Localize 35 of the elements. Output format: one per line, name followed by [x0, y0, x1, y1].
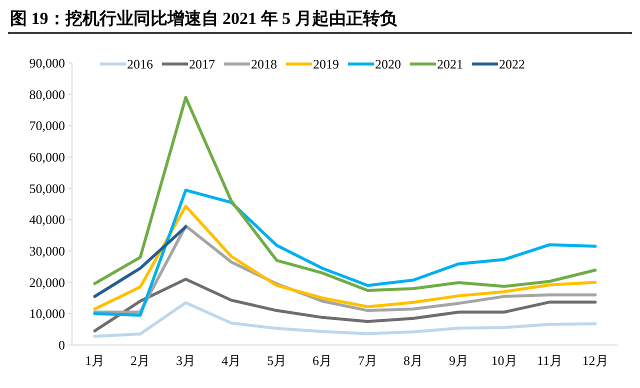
chart-title: 图 19：挖机行业同比增速自 2021 年 5 月起由正转负	[10, 9, 398, 28]
legend-label: 2019	[313, 56, 339, 72]
x-tick-label: 11月	[536, 353, 563, 368]
y-tick-label: 70,000	[29, 118, 65, 134]
line-series	[93, 188, 597, 317]
y-tick-label: 40,000	[29, 212, 65, 228]
x-tick-label: 8月	[404, 353, 423, 368]
x-tick-label: 9月	[449, 353, 468, 368]
x-tick-label: 7月	[358, 353, 378, 368]
y-tick-label: 10,000	[29, 306, 65, 322]
y-tick-label: 20,000	[29, 274, 65, 290]
x-tick-label: 1月	[85, 353, 104, 368]
legend-label: 2020	[375, 56, 401, 72]
y-tick-label: 80,000	[29, 86, 65, 102]
x-tick-label: 12月	[582, 353, 608, 368]
legend-label: 2016	[127, 56, 154, 72]
line-series	[93, 278, 597, 332]
x-tick-label: 10月	[491, 353, 518, 368]
legend-label: 2021	[437, 56, 463, 72]
y-tick-label: 60,000	[29, 150, 65, 165]
y-tick-label: 90,000	[29, 56, 65, 71]
legend-label: 2018	[251, 56, 277, 72]
legend-label: 2017	[189, 56, 216, 72]
line-series	[93, 301, 597, 338]
x-tick-label: 4月	[222, 353, 241, 368]
x-tick-label: 5月	[267, 353, 286, 368]
y-tick-label: 30,000	[29, 244, 65, 259]
y-tick-label: 0	[58, 338, 65, 353]
y-tick-label: 50,000	[29, 180, 65, 196]
x-tick-label: 2月	[130, 353, 150, 368]
x-tick-label: 6月	[312, 353, 332, 368]
line-series	[93, 204, 597, 310]
legend-label: 2022	[499, 56, 525, 72]
x-tick-label: 3月	[176, 353, 196, 368]
line-series	[93, 96, 597, 292]
